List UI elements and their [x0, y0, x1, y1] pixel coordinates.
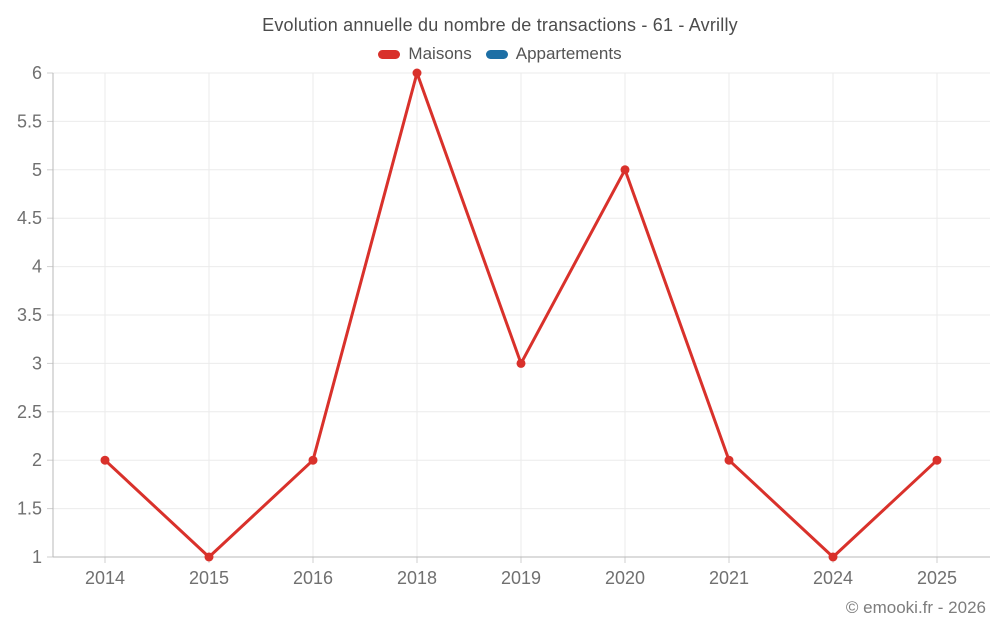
x-tick-label: 2020 [605, 568, 645, 588]
copyright-footer: © emooki.fr - 2026 [845, 598, 986, 617]
maisons-point-2019[interactable] [516, 358, 526, 368]
y-tick-label: 3.5 [17, 305, 42, 325]
y-tick-label: 2 [32, 450, 42, 470]
y-tick-label: 6 [32, 63, 42, 83]
maisons-point-2014[interactable] [100, 455, 110, 465]
maisons-point-2016[interactable] [308, 455, 318, 465]
legend-item-appartements[interactable]: Appartements [485, 44, 622, 64]
maisons-series-swatch-icon [378, 49, 401, 59]
x-tick-label: 2025 [917, 568, 957, 588]
y-tick-label: 4 [32, 257, 42, 277]
maisons-point-2024[interactable] [828, 552, 838, 562]
x-tick-label: 2016 [293, 568, 333, 588]
legend-item-maisons[interactable]: Maisons [378, 44, 472, 64]
x-tick-label: 2019 [501, 568, 541, 588]
y-tick-label: 1 [32, 547, 42, 567]
maisons-point-2025[interactable] [932, 455, 942, 465]
y-tick-label: 2.5 [17, 402, 42, 422]
x-tick-label: 2014 [85, 568, 125, 588]
y-tick-label: 5 [32, 160, 42, 180]
x-tick-label: 2021 [709, 568, 749, 588]
legend-label-appartements: Appartements [515, 44, 622, 63]
appartements-series-swatch-icon [485, 49, 508, 59]
y-tick-label: 3 [32, 353, 42, 373]
chart-legend: Maisons Appartements [0, 44, 1000, 64]
maisons-point-2021[interactable] [724, 455, 734, 465]
legend-label-maisons: Maisons [408, 44, 472, 63]
maisons-point-2015[interactable] [204, 552, 214, 562]
y-tick-label: 1.5 [17, 499, 42, 519]
x-tick-label: 2015 [189, 568, 229, 588]
maisons-point-2018[interactable] [412, 68, 422, 78]
maisons-point-2020[interactable] [620, 165, 630, 175]
chart-title: Evolution annuelle du nombre de transact… [262, 15, 738, 35]
x-tick-label: 2024 [813, 568, 853, 588]
y-tick-label: 4.5 [17, 208, 42, 228]
x-tick-label: 2018 [397, 568, 437, 588]
y-tick-label: 5.5 [17, 111, 42, 131]
